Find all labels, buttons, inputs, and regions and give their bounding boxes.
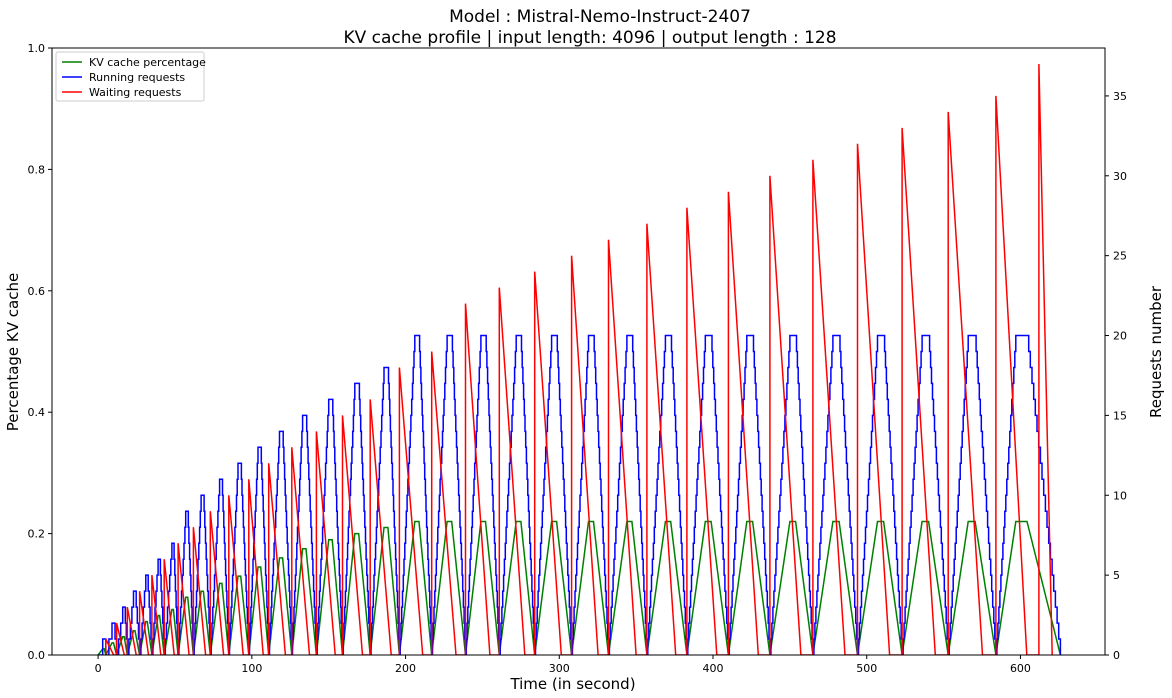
x-tick-label: 100	[241, 662, 262, 675]
x-tick-label: 300	[549, 662, 570, 675]
x-tick-label: 200	[395, 662, 416, 675]
x-tick-label: 0	[95, 662, 102, 675]
plot-frame	[51, 47, 1106, 656]
y-left-tick-label: 0.0	[28, 649, 46, 662]
y-axis-left: 0.0 0.2 0.4 0.6 0.8 1.0	[28, 42, 52, 662]
x-tick-label: 500	[856, 662, 877, 675]
y-right-tick-label: 5	[1113, 569, 1120, 582]
y-axis-right: 0 5 10 15 20 25 30 35	[1105, 90, 1127, 662]
legend: KV cache percentage Running requests Wai…	[55, 51, 206, 102]
y-right-tick-label: 20	[1113, 330, 1127, 343]
y-right-tick-label: 0	[1113, 649, 1120, 662]
y-left-tick-label: 0.6	[28, 285, 46, 298]
plot-area	[97, 63, 1062, 655]
series-layer	[97, 63, 1062, 655]
legend-label-waiting: Waiting requests	[89, 86, 182, 99]
y-right-tick-label: 35	[1113, 90, 1127, 103]
y-left-tick-label: 0.4	[28, 406, 46, 419]
y-left-tick-label: 0.8	[28, 163, 46, 176]
kv-cache-line	[97, 520, 1062, 655]
y-right-tick-label: 25	[1113, 250, 1127, 263]
y-left-tick-label: 0.2	[28, 528, 46, 541]
y-left-tick-label: 1.0	[28, 42, 46, 55]
x-axis-title: Time (in second)	[509, 675, 635, 693]
y-right-tick-label: 10	[1113, 489, 1127, 502]
x-axis: 0 100 200 300 400 500 600	[95, 655, 1031, 675]
legend-box	[55, 51, 205, 102]
chart-title: Model : Mistral-Nemo-Instruct-2407	[449, 7, 751, 27]
x-tick-label: 600	[1010, 662, 1031, 675]
y-right-tick-label: 30	[1113, 170, 1127, 183]
waiting-requests-line	[105, 63, 1053, 655]
y-axis-left-title: Percentage KV cache	[4, 273, 22, 431]
running-requests-line	[98, 334, 1062, 655]
y-axis-right-title: Requests number	[1147, 285, 1165, 418]
y-right-tick-label: 15	[1113, 409, 1127, 422]
legend-label-running: Running requests	[89, 71, 185, 84]
chart-subtitle: KV cache profile | input length: 4096 | …	[343, 28, 836, 48]
legend-label-kv-cache: KV cache percentage	[89, 56, 206, 69]
x-tick-label: 400	[703, 662, 724, 675]
